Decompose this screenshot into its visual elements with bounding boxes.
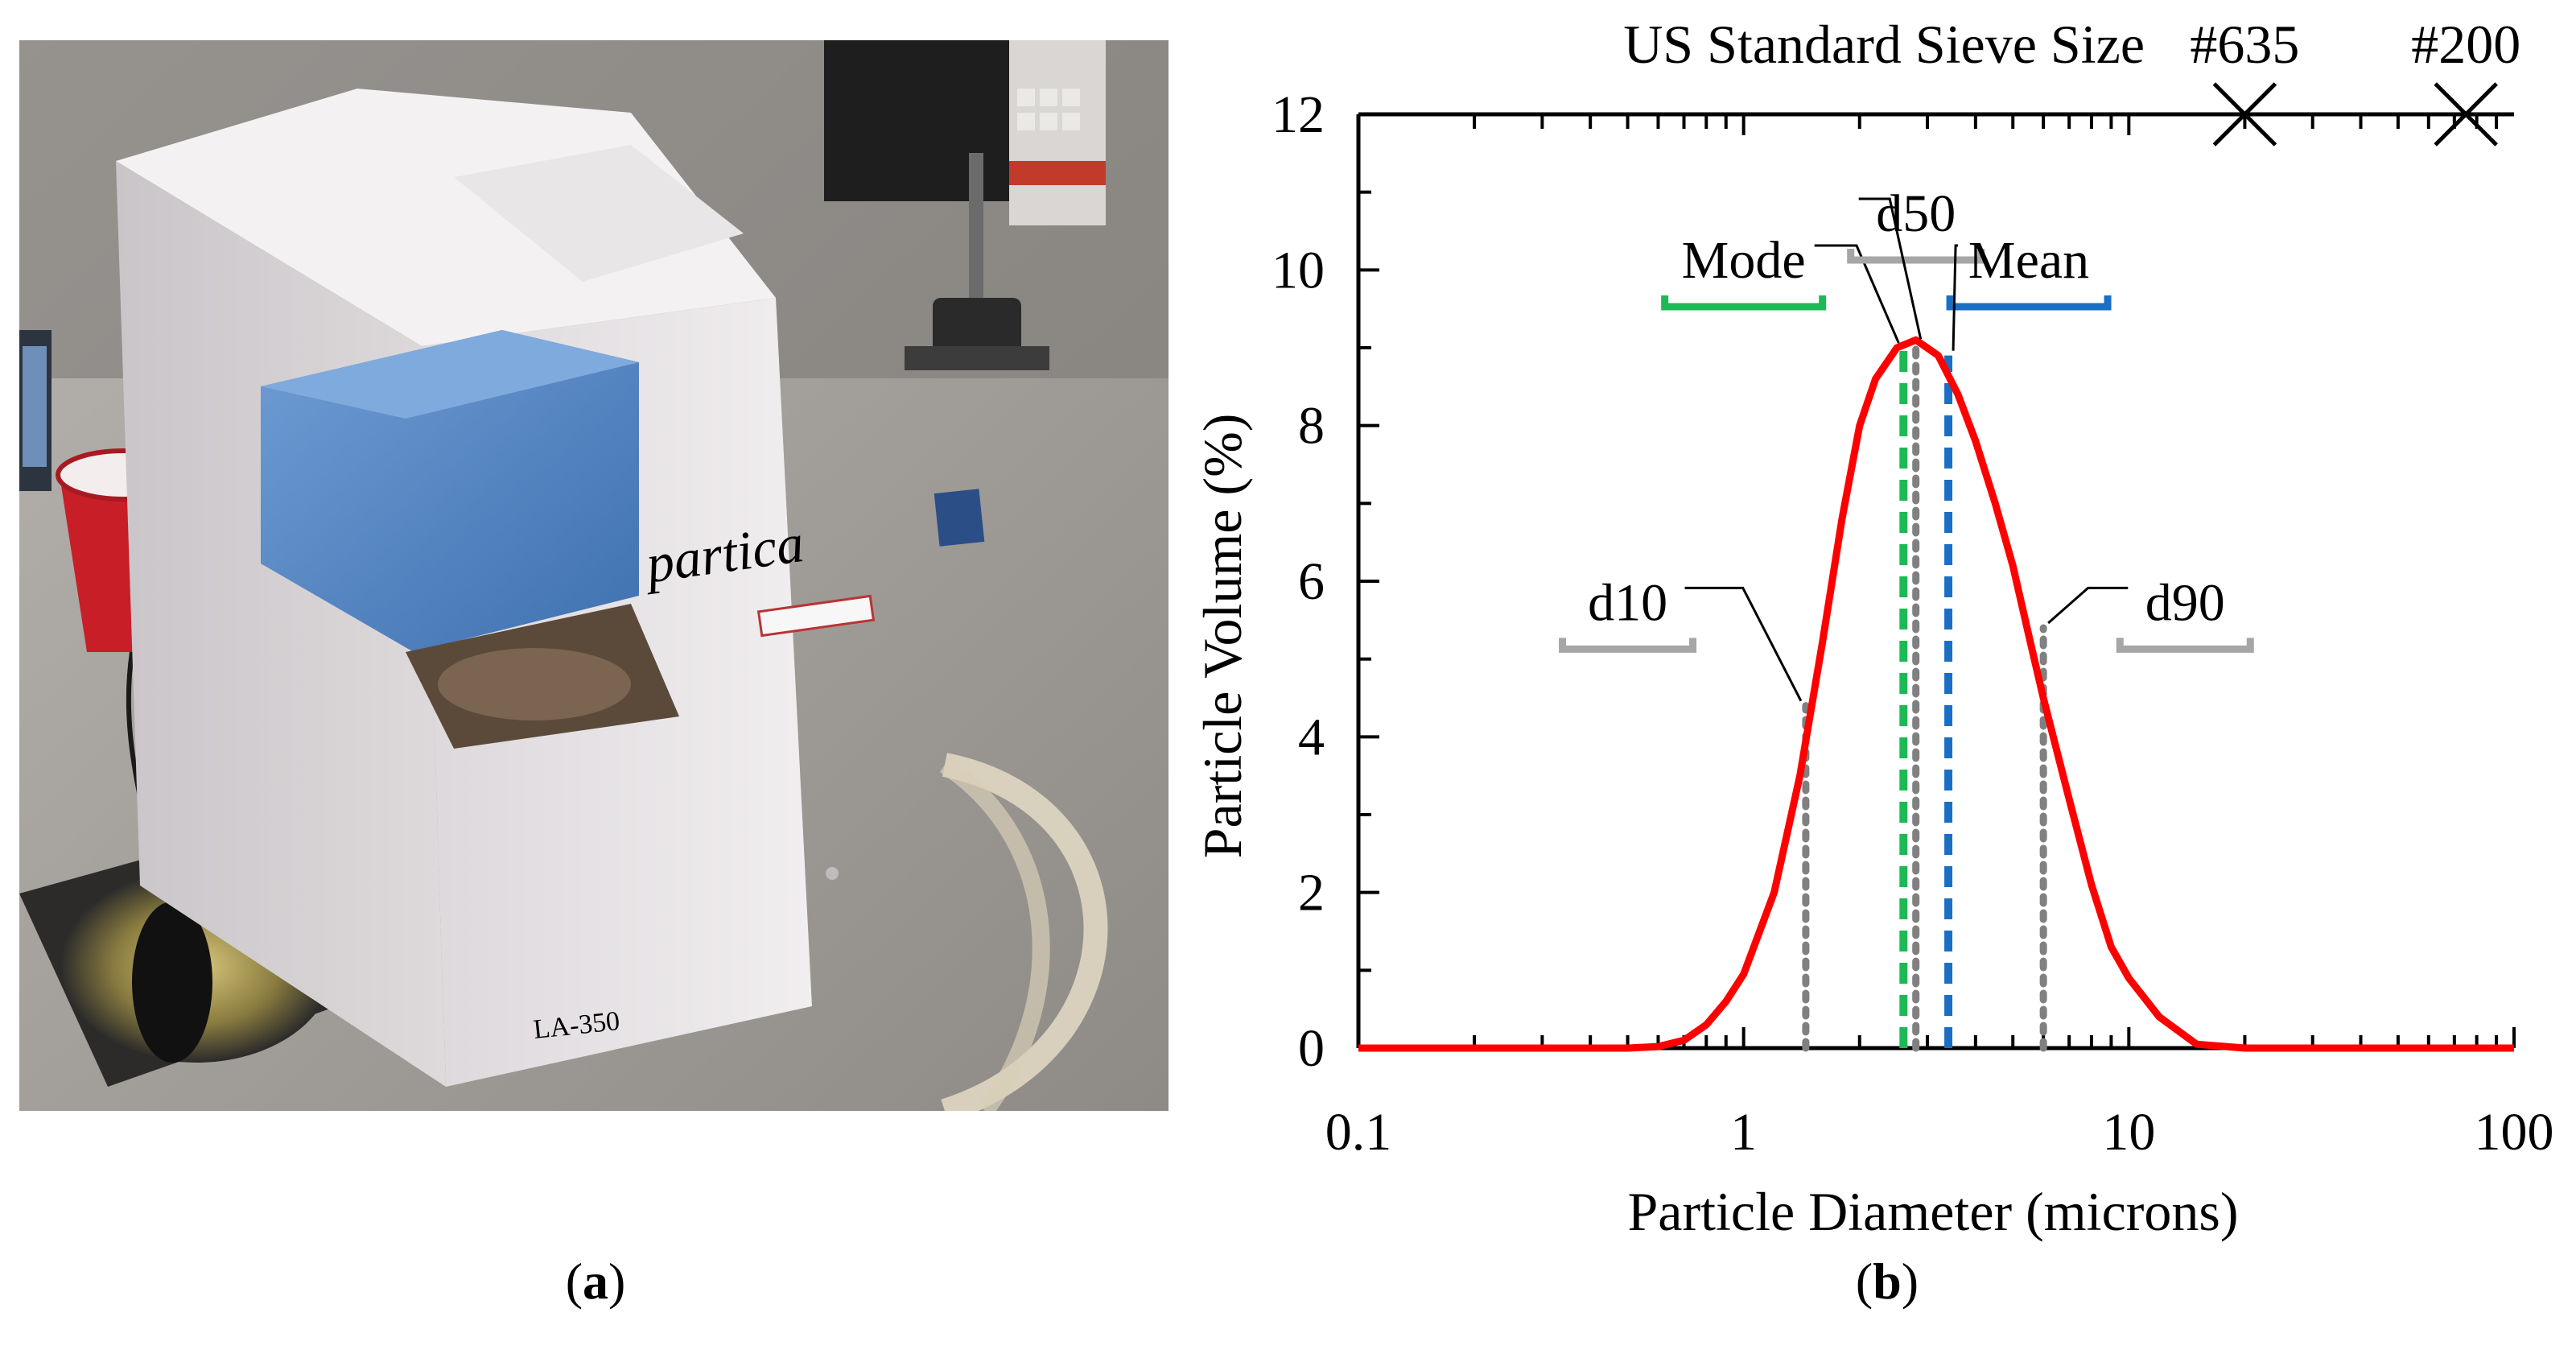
marker-label-underline [1661,295,1827,311]
x-tick-label: 10 [2102,1103,2155,1162]
sieve-mark [2212,82,2277,147]
instrument-photo: partica LA-350 [19,40,1168,1111]
x-tick-label: 0.1 [1325,1103,1392,1162]
stirrer-device [824,40,1025,201]
caption-a-open: ( [565,1253,583,1310]
y-tick-label: 4 [1298,708,1325,766]
marker-label-underline [1946,295,2112,311]
axes-layer [1356,112,2514,1051]
marker-leader-mode [1814,244,1900,344]
y-tick-label: 6 [1298,552,1325,611]
caption-a-letter: a [583,1253,608,1310]
marker-leader-d50 [1858,197,1923,340]
sieve-mark [2434,82,2498,147]
caption-b-open: ( [1855,1253,1873,1310]
x-tick-label: 1 [1730,1103,1757,1162]
y-tick-label: 8 [1298,397,1325,456]
particle-analyzer: partica LA-350 [116,89,985,1087]
marker-leader-d10 [1684,586,1803,702]
marker-label-underline [2116,638,2254,653]
marker-label-mean: Mean [1968,231,2089,290]
caption-b-close: ) [1901,1253,1919,1310]
y-tick-label: 12 [1272,85,1325,144]
series-layer [1358,336,2514,1052]
sieve-label: #635 [2190,14,2299,75]
marker-label-mode: Mode [1682,231,1806,290]
caption-panel-a: (a) [566,1252,626,1311]
marker-leader-d90 [2047,586,2129,625]
x-axis-title: Particle Diameter (microns) [1627,1181,2238,1242]
marker-label-underline [1847,249,1985,264]
caption-panel-b: (b) [1856,1252,1919,1311]
y-tick-label: 0 [1298,1019,1325,1078]
marker-label-d90: d90 [2145,573,2225,632]
computer-mouse [132,902,212,1063]
y-tick-label: 2 [1298,864,1325,923]
caption-a-close: ) [608,1253,626,1310]
ticks-layer: 0.1 1 10 100 0 2 4 6 8 10 12 [1272,85,2554,1162]
series-line-1 [1358,336,2514,1052]
marker-leader-mean [1952,244,1959,351]
markers-layer [1802,340,2047,1052]
top-axis-title: US Standard Sieve Size [1623,14,2145,75]
instrument-photo-drawing: partica LA-350 [19,40,1168,1111]
marker-label-d50: d50 [1876,184,1956,243]
x-tick-label: 100 [2475,1103,2554,1162]
marker-label-underline [1559,638,1697,653]
caption-b-letter: b [1873,1253,1902,1310]
marker-label-d10: d10 [1588,573,1667,632]
y-axis-title: Particle Volume (%) [1192,414,1253,859]
sieve-label: #200 [2411,14,2520,75]
y-tick-label: 10 [1272,241,1325,299]
